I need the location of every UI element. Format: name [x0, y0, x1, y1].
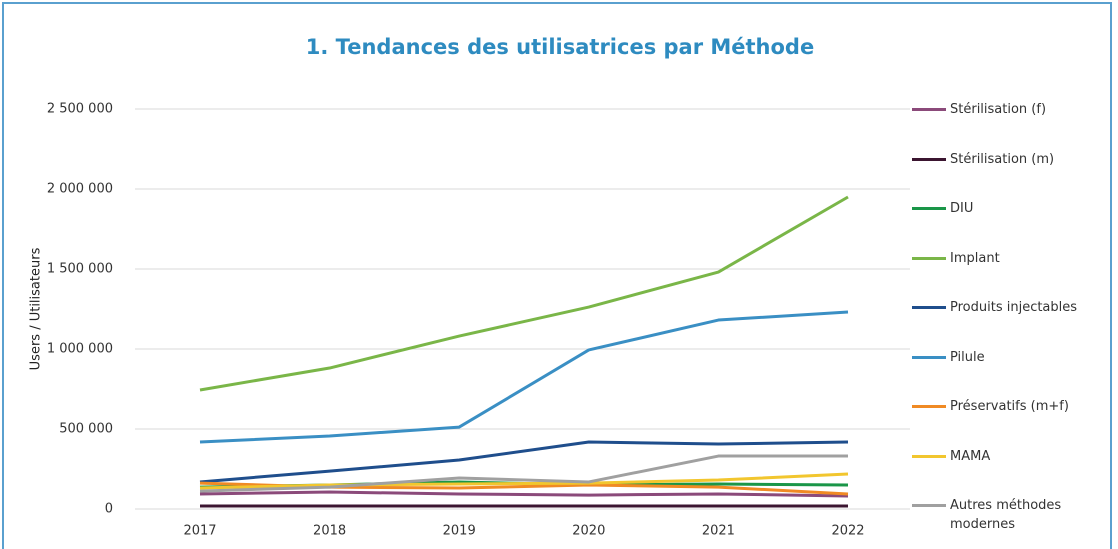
legend-item: Stérilisation (f): [912, 100, 1105, 119]
y-tick-label: 1 000 000: [47, 342, 113, 357]
legend-label: Préservatifs (m+f): [950, 399, 1069, 414]
legend-item: MAMA: [912, 447, 1105, 466]
series-line: [199, 440, 849, 484]
y-tick-label: 0: [105, 502, 113, 517]
legend-label: Stérilisation (m): [950, 151, 1055, 167]
y-tick-label: 2 500 000: [47, 102, 113, 117]
legend-swatch: [912, 454, 946, 458]
legend-item: Produits injectables: [912, 298, 1105, 317]
legend-item: Autres méthodes modernes: [912, 496, 1105, 534]
legend-swatch: [912, 306, 946, 309]
legend-label: Stérilisation (f): [950, 102, 1047, 117]
series-line: [199, 195, 849, 392]
series-line: [199, 310, 849, 444]
legend-label: Pilule: [950, 349, 985, 365]
legend-swatch: [912, 355, 946, 359]
legend-item: Implant: [912, 249, 1105, 268]
legend-label: Produits injectables: [950, 300, 1078, 315]
y-tick-label: 1 500 000: [47, 262, 113, 277]
series-line: [199, 472, 849, 490]
legend-swatch: [912, 504, 946, 507]
legend-item: Stérilisation (m): [912, 150, 1105, 169]
legend-label: DIU: [950, 201, 974, 216]
y-tick-label: 500 000: [59, 422, 113, 437]
series-line: [199, 454, 848, 493]
legend-label: MAMA: [950, 448, 991, 464]
legend-swatch: [912, 108, 946, 111]
x-tick-label: 2019: [443, 524, 476, 539]
x-tick-label: 2021: [702, 524, 735, 539]
y-tick-label: 2 000 000: [47, 182, 113, 197]
legend-label: Implant: [950, 250, 1000, 266]
chart-title: 1. Tendances des utilisatrices par Métho…: [306, 35, 814, 59]
legend-item: DIU: [912, 199, 1105, 218]
x-tick-label: 2022: [831, 524, 864, 539]
y-axis-label: Users / Utilisateurs: [29, 247, 44, 370]
legend-item: Pilule: [912, 348, 1105, 367]
legend-item: Préservatifs (m+f): [912, 397, 1105, 416]
series-line: [199, 490, 849, 498]
legend-swatch: [912, 207, 946, 210]
legend-swatch: [912, 256, 946, 260]
legend-swatch: [912, 405, 946, 408]
x-tick-label: 2020: [572, 524, 605, 539]
legend-swatch: [912, 157, 946, 161]
x-tick-label: 2018: [313, 524, 346, 539]
legend-label: Autres méthodes modernes: [950, 498, 1062, 532]
x-tick-label: 2017: [183, 524, 216, 539]
